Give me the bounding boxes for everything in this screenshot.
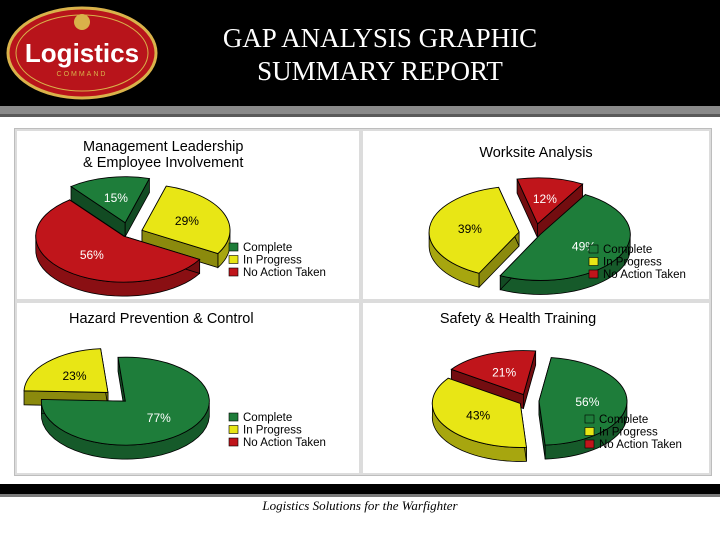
- pie-slice-complete: [538, 357, 628, 446]
- pie-slice-in_progress: [23, 348, 109, 393]
- logo-subtext: COMMAND: [57, 71, 108, 78]
- chart-panel-4: Safety & Health Training 56% 43% 21% Complet…: [363, 303, 709, 473]
- legend-label: Complete: [243, 412, 292, 424]
- pie-slice-in_progress: [141, 185, 231, 255]
- pie-data-label: 77%: [147, 411, 171, 425]
- legend-swatch-in_progress: [588, 257, 599, 266]
- legend-swatch-in_progress: [584, 427, 595, 436]
- legend-label: In Progress: [243, 255, 302, 267]
- chart-title-line: Worksite Analysis: [479, 145, 592, 161]
- chart-panel-2: Worksite Analysis 49% 39% 12% Complete In Pro…: [363, 131, 709, 299]
- legend-swatch-in_progress: [228, 255, 239, 264]
- legend-swatch-no_action: [228, 437, 239, 447]
- legend-label: Complete: [243, 242, 292, 254]
- title-line-2: SUMMARY REPORT: [257, 56, 503, 86]
- footer-band-shadow: [0, 494, 720, 497]
- legend-swatch-complete: [584, 414, 595, 424]
- chart-management-leadership: Management Leadership& Employee Involvem…: [35, 139, 326, 297]
- pie-slice-complete: [70, 176, 151, 224]
- legend-label: In Progress: [599, 427, 658, 439]
- logo-wordmark: Logistics: [25, 38, 139, 68]
- legend-label: Complete: [599, 414, 648, 426]
- legend-label: No Action Taken: [599, 439, 682, 451]
- divider-band-shadow: [0, 114, 720, 117]
- legend-swatch-complete: [228, 242, 239, 252]
- pie-data-label: 12%: [533, 192, 557, 206]
- pie-data-label: 56%: [80, 248, 104, 262]
- legend-label: No Action Taken: [243, 437, 326, 449]
- pie-slice-no_action: [450, 350, 537, 396]
- legend-label: No Action Taken: [603, 269, 686, 281]
- chart-panel-1: Management Leadership & Employee Involvem…: [17, 131, 359, 299]
- logistics-command-logo: Logistics COMMAND: [6, 6, 158, 100]
- page-title: GAP ANALYSIS GRAPHIC SUMMARY REPORT: [170, 22, 590, 88]
- pie-slice-in_progress: [431, 377, 527, 448]
- pie-data-label: 23%: [62, 369, 86, 383]
- legend-label: No Action Taken: [243, 267, 326, 279]
- legend-label: In Progress: [603, 257, 662, 269]
- chart-title-line: Hazard Prevention & Control: [69, 311, 254, 327]
- pie-data-label: 21%: [492, 365, 516, 379]
- chart-title-line: Safety & Health Training: [440, 311, 596, 327]
- pie-slice-no_action: [35, 199, 201, 283]
- pie-data-label: 43%: [466, 408, 490, 422]
- pie-slice-complete: [40, 356, 210, 446]
- pie-slice-in_progress: [428, 186, 520, 274]
- footer-tagline: Logistics Solutions for the Warfighter: [262, 498, 458, 513]
- chart-safety-health-training: Safety & Health Training 56% 43% 21% Complet…: [431, 311, 682, 462]
- title-line-1: GAP ANALYSIS GRAPHIC: [222, 23, 538, 53]
- legend-label: Complete: [603, 244, 652, 256]
- legend-swatch-no_action: [584, 439, 595, 449]
- legend-swatch-in_progress: [228, 425, 239, 434]
- charts-frame: Management Leadership & Employee Involvem…: [14, 128, 712, 476]
- legend-swatch-no_action: [588, 269, 599, 279]
- legend-swatch-no_action: [228, 267, 239, 277]
- pie-slice-no_action: [516, 177, 584, 225]
- pie-data-label: 39%: [458, 222, 482, 236]
- legend-swatch-complete: [588, 244, 599, 254]
- slide-header: Logistics COMMAND GAP ANALYSIS GRAPHIC S…: [0, 0, 720, 106]
- divider-band: [0, 106, 720, 114]
- legend-label: In Progress: [243, 425, 302, 437]
- chart-title-line: & Employee Involvement: [83, 155, 243, 171]
- pie-data-label: 15%: [104, 191, 128, 205]
- pie-data-label: 29%: [175, 214, 199, 228]
- chart-title-line: Management Leadership: [83, 139, 243, 155]
- footer-band: [0, 484, 720, 494]
- pie-data-label: 56%: [575, 395, 599, 409]
- chart-hazard-prevention: Hazard Prevention & Control 77% 23% Complet…: [23, 311, 326, 460]
- legend-swatch-complete: [228, 412, 239, 422]
- chart-panel-3: Hazard Prevention & Control 77% 23% Complet…: [17, 303, 359, 473]
